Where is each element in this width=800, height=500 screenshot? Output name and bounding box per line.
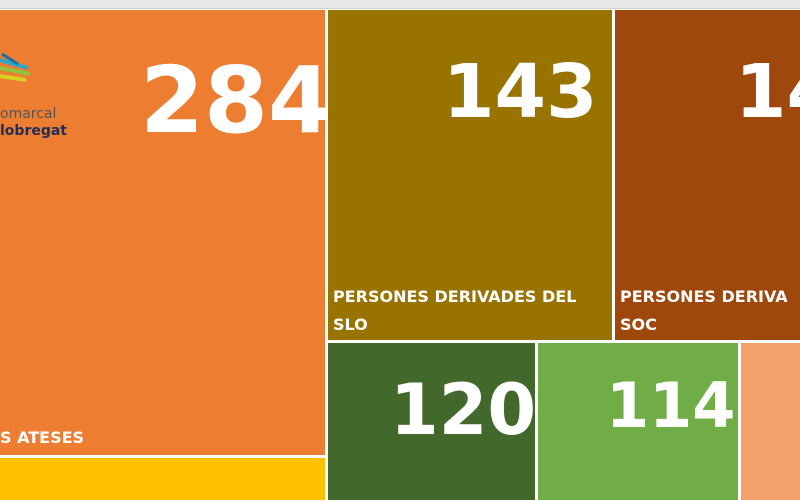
tile[interactable]: 143 PERSONES DERIVADES DEL SLO (328, 10, 612, 340)
tile[interactable] (0, 458, 325, 500)
tile[interactable]: omarcal lobregat 284 S ATESES (0, 10, 325, 455)
label-line: S ATESES (0, 428, 85, 447)
tile-label: PERSONES DERIVA SOC (620, 283, 788, 339)
label-line: SLO (333, 315, 368, 334)
tile-label: S ATESES (0, 424, 84, 452)
tile-value: 143 (443, 49, 598, 135)
tile[interactable] (741, 343, 800, 500)
tile-label: PERSONES DERIVADES DEL SLO (333, 283, 576, 339)
tile-value: 120 (390, 369, 535, 451)
tile-value: 114 (606, 369, 736, 442)
tile-value: 284 (140, 47, 325, 154)
label-line: PERSONES DERIVADES DEL (333, 287, 577, 306)
tile[interactable]: 120 (328, 343, 535, 500)
label-line: SOC (620, 315, 657, 334)
logo-text: omarcal (0, 106, 57, 122)
tile[interactable]: 14 PERSONES DERIVA SOC (615, 10, 800, 340)
toolbar (0, 0, 800, 9)
tile-value: 14 (735, 49, 800, 135)
label-line: PERSONES DERIVA (620, 287, 788, 306)
logo-text: lobregat (0, 123, 67, 139)
tile[interactable]: 114 (538, 343, 738, 500)
logo-icon (0, 52, 31, 82)
